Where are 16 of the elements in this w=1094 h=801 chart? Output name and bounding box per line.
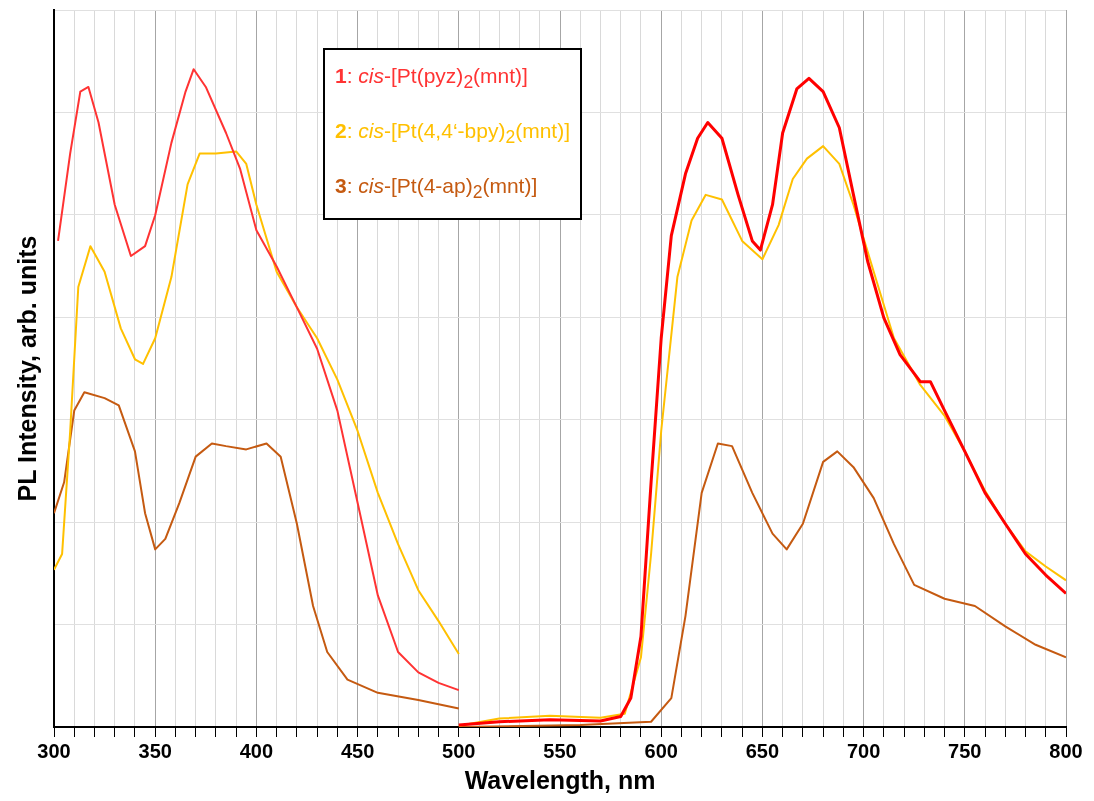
x-tick-label: 400 (239, 739, 274, 762)
x-tick-label: 750 (948, 739, 982, 762)
text: 1: cis-[Pt(pyz)$_{2}$(mnt)] (335, 64, 529, 94)
text: 2: cis-[Pt(4,4‘-bpy)$_{2}$(mnt)] (335, 119, 570, 149)
x-tick-label: 500 (442, 739, 476, 762)
x-tick-label: 800 (1049, 739, 1083, 762)
x-tick-label: 600 (644, 739, 678, 762)
x-tick-label: 450 (340, 739, 375, 762)
x-tick-label: 550 (543, 739, 577, 762)
x-axis-title: Wavelength, nm (464, 765, 656, 794)
text: 3: cis-[Pt(4-ap)$_{2}$(mnt)] (335, 174, 539, 204)
x-tick-label: 700 (846, 739, 881, 762)
y-axis-title: PL Intensity, arb. units (12, 235, 41, 502)
x-tick-label: 650 (745, 739, 780, 762)
x-tick-label: 300 (37, 739, 71, 762)
x-tick-label: 350 (138, 739, 172, 762)
